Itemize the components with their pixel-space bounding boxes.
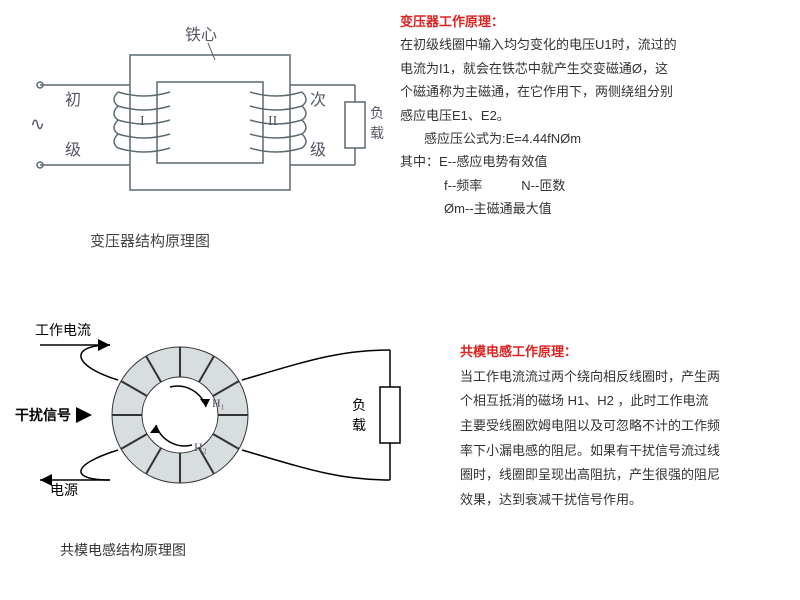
secondary-roman: II (268, 114, 278, 129)
load-label-bot: 载 (370, 126, 384, 142)
t-body-1: 电流为I1，就会在铁芯中就产生交变磁通Ø，这 (400, 57, 790, 80)
c-body-2: 主要受线圈欧姆电阻以及可忽略不计的工作频 (460, 414, 790, 439)
primary-roman: I (140, 114, 145, 129)
where-1: f--频率 N--匝数 (400, 174, 790, 197)
primary-label-top: 初 (65, 91, 81, 109)
noise-label: 干扰信号 (15, 407, 71, 424)
choke-caption: 共模电感结构原理图 (60, 540, 186, 560)
power-label: 电源 (50, 483, 78, 499)
c-body-3: 率下小漏电感的阻尼。如果有干扰信号流过线 (460, 439, 790, 464)
choke-load-bot: 载 (352, 418, 366, 434)
secondary-winding (250, 92, 306, 152)
c-body-5: 效果，达到衰减干扰信号作用。 (460, 488, 790, 513)
load-label-top: 负 (370, 106, 384, 122)
primary-label-bot: 级 (65, 141, 81, 159)
c-body-1: 个相互抵消的磁场 H1、H2 ，此时工作电流 (460, 389, 790, 414)
c-body-4: 圈时，线圈即呈现出高阻抗，产生很强的阻尼 (460, 463, 790, 488)
transformer-text: 变压器工作原理： 在初级线圈中输入均匀变化的电压U1时，流过的 电流为I1，就会… (400, 10, 790, 221)
secondary-label-bot: 级 (310, 141, 326, 159)
choke-load-top: 负 (352, 398, 366, 414)
formula: 感应压公式为:E=4.44fNØm (400, 127, 790, 150)
transformer-title: 变压器工作原理： (400, 10, 790, 33)
choke-section: H₁ H₂ 工作电流 干扰信号 电源 负 载 共模电感结构原理 (0, 295, 800, 595)
choke-title: 共模电感工作原理： (460, 340, 790, 365)
where-line: 其中：E--感应电势有效值 (400, 150, 790, 173)
secondary-label-top: 次 (310, 91, 326, 109)
work-current-label: 工作电流 (35, 323, 91, 339)
core-label: 铁心 (185, 26, 217, 44)
choke-text: 共模电感工作原理： 当工作电流流过两个绕向相反线圈时，产生两 个相互抵消的磁场 … (460, 340, 790, 513)
transformer-svg: 铁心 ∿ I (10, 20, 390, 230)
transformer-caption: 变压器结构原理图 (90, 230, 210, 251)
choke-svg: H₁ H₂ 工作电流 干扰信号 电源 负 载 (10, 295, 450, 535)
choke-diagram: H₁ H₂ 工作电流 干扰信号 电源 负 载 (10, 295, 450, 545)
toroid-core (112, 347, 248, 483)
t-body-3: 感应电压E1、E2。 (400, 104, 790, 127)
ac-symbol: ∿ (30, 114, 45, 134)
transformer-diagram: 铁心 ∿ I (10, 20, 390, 240)
where-0: E--感应电势有效值 (439, 154, 547, 169)
h2-label: H₂ (194, 440, 207, 454)
h1-label: H₁ (212, 396, 225, 410)
transformer-section: 铁心 ∿ I (0, 0, 800, 280)
t-body-2: 个磁通称为主磁通，在它作用下，两侧绕组分别 (400, 80, 790, 103)
t-body-0: 在初级线圈中输入均匀变化的电压U1时，流过的 (400, 33, 790, 56)
c-body-0: 当工作电流流过两个绕向相反线圈时，产生两 (460, 365, 790, 390)
where-label: 其中： (400, 154, 439, 169)
where-2: Øm--主磁通最大值 (400, 197, 790, 220)
